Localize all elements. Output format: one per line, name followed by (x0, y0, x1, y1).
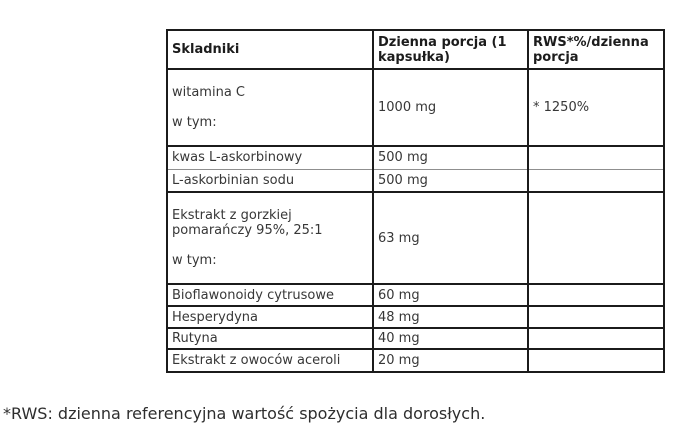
rws-cell (527, 327, 665, 350)
amount-cell: 40 mg (372, 327, 529, 350)
ingredient-cell: Ekstrakt z owoców aceroli (166, 348, 374, 373)
table-row: Hesperydyna 48 mg (166, 305, 665, 329)
ingredient-cell: L-askorbinian sodu (166, 168, 374, 193)
amount-cell: 500 mg (372, 168, 529, 193)
table-header-row: Skladniki Dzienna porcja (1 kapsułka) RW… (166, 29, 665, 70)
table-row: L-askorbinian sodu 500 mg (166, 168, 665, 193)
rws-cell (527, 283, 665, 307)
ingredient-cell: Bioflawonoidy cytrusowe (166, 283, 374, 307)
ingredient-cell: witamina C w tym: (166, 68, 374, 147)
table-row: Ekstrakt z gorzkiej pomarańczy 95%, 25:1… (166, 191, 665, 285)
rws-footnote: *RWS: dzienna referencyjna wartość spoży… (3, 404, 486, 423)
col-header-ingredients: Skladniki (166, 29, 374, 70)
table-row: Rutyna 40 mg (166, 327, 665, 350)
table-row: Bioflawonoidy cytrusowe 60 mg (166, 283, 665, 307)
amount-cell: 1000 mg (372, 68, 529, 147)
ingredient-cell: Rutyna (166, 327, 374, 350)
rws-cell (527, 305, 665, 329)
table-row: witamina C w tym: 1000 mg * 1250% (166, 68, 665, 147)
amount-cell: 63 mg (372, 191, 529, 285)
table-row: kwas L-askorbinowy 500 mg (166, 145, 665, 170)
amount-cell: 20 mg (372, 348, 529, 373)
rws-cell (527, 168, 665, 193)
nutrition-table: Skladniki Dzienna porcja (1 kapsułka) RW… (166, 29, 665, 373)
rws-cell (527, 145, 665, 170)
amount-cell: 48 mg (372, 305, 529, 329)
rws-cell (527, 348, 665, 373)
rws-cell (527, 191, 665, 285)
rws-cell: * 1250% (527, 68, 665, 147)
ingredient-cell: kwas L-askorbinowy (166, 145, 374, 170)
col-header-daily-portion: Dzienna porcja (1 kapsułka) (372, 29, 529, 70)
ingredient-cell: Ekstrakt z gorzkiej pomarańczy 95%, 25:1… (166, 191, 374, 285)
amount-cell: 60 mg (372, 283, 529, 307)
col-header-rws: RWS*%/dzienna porcja (527, 29, 665, 70)
table-row: Ekstrakt z owoców aceroli 20 mg (166, 348, 665, 373)
ingredient-cell: Hesperydyna (166, 305, 374, 329)
amount-cell: 500 mg (372, 145, 529, 170)
